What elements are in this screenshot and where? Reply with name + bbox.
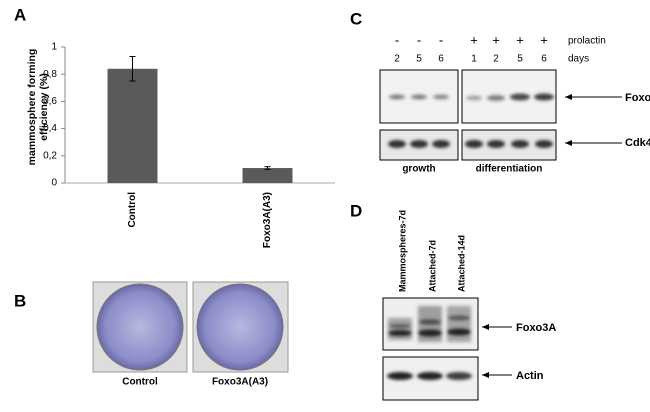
protein-label: Actin (516, 370, 544, 382)
prolactin-sign: + (540, 32, 548, 47)
x-tick-label: Foxo3A(A3) (262, 192, 273, 248)
row-label: days (568, 54, 589, 65)
blots-c (379, 69, 622, 161)
day-label: 5 (416, 54, 422, 65)
x-tick-label: Control (127, 192, 138, 228)
panel-label: B (14, 291, 26, 310)
day-label: 2 (394, 54, 400, 65)
day-label: 6 (438, 54, 444, 65)
day-label: 6 (541, 54, 547, 65)
prolactin-sign: + (470, 32, 478, 47)
protein-label: Foxo3A (516, 322, 556, 334)
lane-label: Attached-14d (456, 235, 466, 292)
protein-label: Foxo3A (625, 92, 650, 104)
protein-label: Cdk4 (625, 137, 650, 149)
lane-label: Mammospheres-7d (397, 210, 407, 292)
prolactin-sign: - (439, 32, 443, 47)
y-axis-label: mammosphere forming efficiency (%) (26, 48, 50, 166)
day-label: 1 (471, 54, 477, 65)
y-tick-label: 0,6 (43, 96, 57, 107)
error-bar (129, 56, 136, 82)
y-tick-label: 1 (51, 42, 57, 53)
lane-label: Attached-7d (427, 240, 437, 292)
panel-label: A (14, 5, 26, 24)
day-label: 2 (493, 54, 499, 65)
y-tick-label: 0,2 (43, 150, 57, 161)
prolactin-sign: - (395, 32, 399, 47)
well-images (92, 281, 289, 373)
prolactin-sign: + (516, 32, 524, 47)
bar (107, 68, 158, 183)
well-label: Control (122, 377, 158, 388)
y-tick-label: 0 (51, 178, 57, 189)
prolactin-sign: + (492, 32, 500, 47)
y-tick-label: 0,8 (43, 69, 57, 80)
error-bar (264, 166, 271, 170)
group-label: growth (402, 164, 435, 175)
group-label: differentiation (476, 164, 543, 175)
well-label: Foxo3A(A3) (212, 377, 268, 388)
row-label: prolactin (568, 36, 606, 47)
bar (242, 168, 293, 183)
panel-label: D (350, 201, 362, 220)
blots-d (382, 297, 512, 401)
panel-label: C (350, 9, 362, 28)
y-tick-label: 0,4 (43, 123, 57, 134)
prolactin-sign: - (417, 32, 421, 47)
day-label: 5 (517, 54, 523, 65)
